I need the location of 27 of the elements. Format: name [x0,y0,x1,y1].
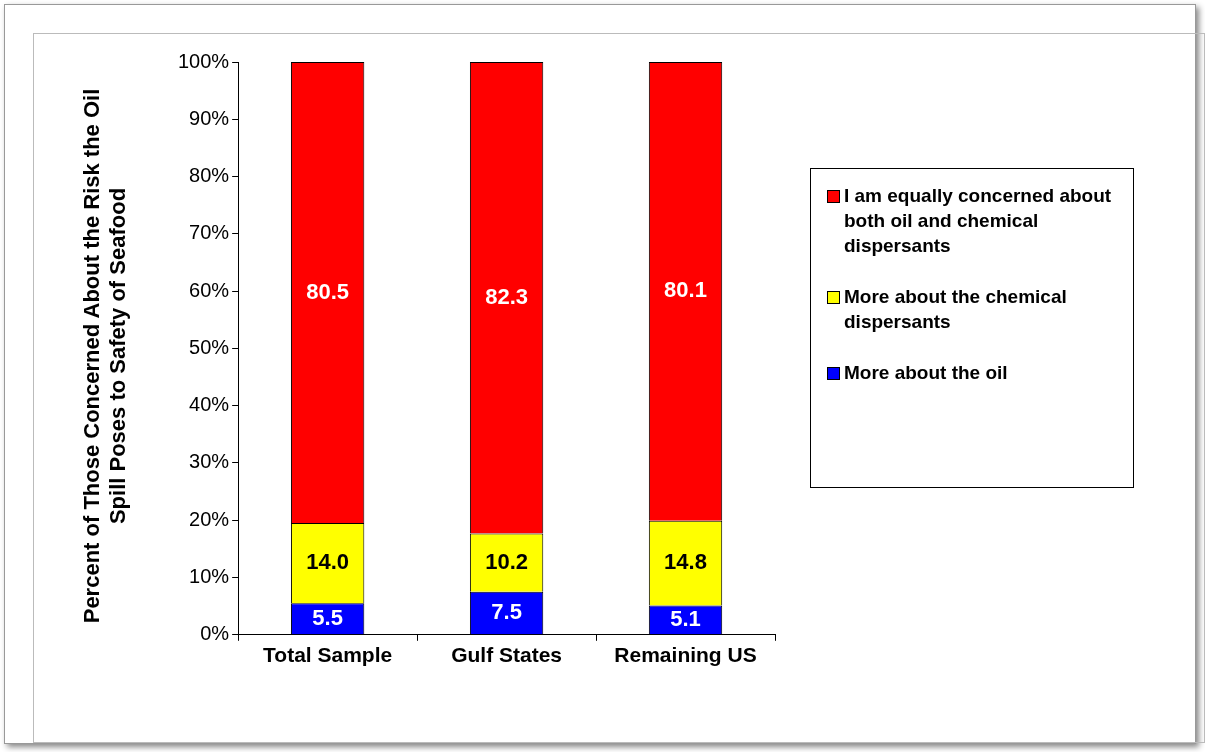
data-label: 14.8 [664,549,707,575]
data-label: 14.0 [306,549,350,575]
data-label: 5.1 [670,606,701,632]
y-tick-label: 20% [189,507,230,530]
y-tick-label: 100% [178,49,230,72]
data-label: 80.5 [306,278,350,304]
x-tick-label: Remaining US [614,643,757,667]
data-label: 82.3 [485,283,528,309]
legend-label: More about the oil [844,361,1008,385]
y-tick-label: 40% [189,393,230,416]
data-label: 5.5 [312,604,343,630]
y-axis-title: Percent of Those Concerned About the Risk the Oil Spill Poses to Safety of Seafood [79,87,131,626]
data-label: 80.1 [664,277,707,303]
legend-label: I am equally concerned about both oil and chemical dispersants [844,184,1113,258]
y-tick-label: 70% [189,221,230,244]
y-tick-label: 10% [189,565,230,588]
data-label: 10.2 [485,548,528,574]
y-tick-label: 30% [189,450,230,473]
legend-label: More about the chemical dispersants [844,285,1068,334]
data-label: 7.5 [491,599,522,625]
y-tick-label: 80% [189,164,230,187]
y-tick-label: 50% [189,335,230,358]
x-tick-label: Gulf States [451,643,563,667]
x-tick-label: Total Sample [263,643,393,667]
y-tick-label: 60% [189,278,230,301]
y-tick-label: 0% [200,622,230,645]
y-tick-label: 90% [189,106,230,129]
